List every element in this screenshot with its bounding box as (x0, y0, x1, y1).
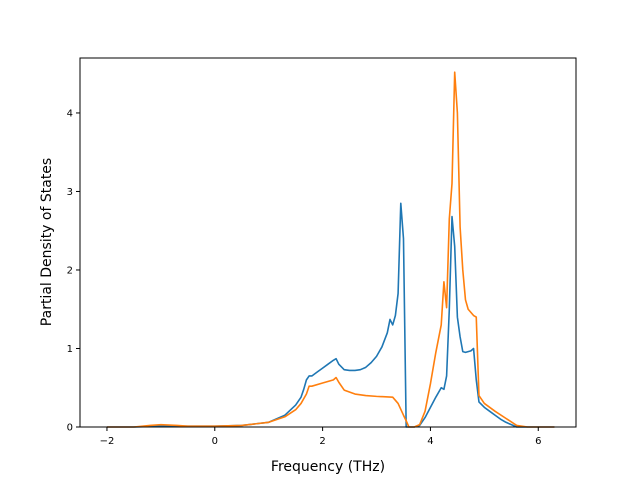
y-tick-label: 1 (67, 344, 73, 355)
y-tick-label: 4 (67, 108, 73, 119)
series-line-1 (106, 202, 555, 428)
x-tick-label: 2 (319, 436, 325, 447)
axes-frame (79, 57, 577, 428)
y-axis-label: Partial Density of States (39, 158, 55, 326)
y-axis-ticks: 0 1 2 3 4 (67, 108, 80, 434)
series-line-2 (106, 71, 555, 428)
x-tick-label: 0 (212, 436, 218, 447)
y-tick-label: 3 (67, 187, 73, 198)
x-tick-label: 4 (427, 436, 433, 447)
x-tick-label: −2 (100, 436, 115, 447)
x-axis-label: Frequency (THz) (271, 459, 385, 475)
y-tick-label: 0 (67, 423, 73, 434)
plot-area (79, 57, 577, 428)
y-tick-label: 2 (67, 265, 73, 276)
x-tick-label: 6 (535, 436, 541, 447)
x-axis-ticks: −2 0 2 4 6 (100, 427, 541, 447)
series-layer (106, 71, 555, 428)
